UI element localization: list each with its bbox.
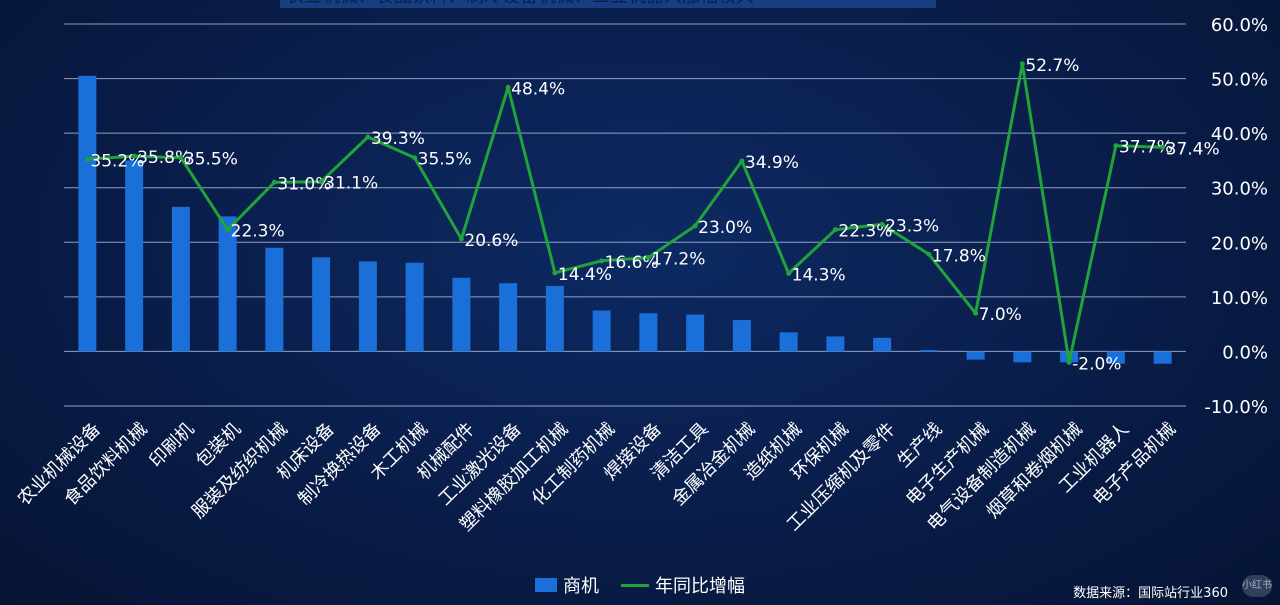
bar [779,332,798,352]
bar [358,261,377,352]
bar [218,216,237,352]
x-category-label: 印刷机 [145,419,198,472]
line-data-label: 52.7% [1025,56,1079,76]
line-point [458,236,464,242]
bar [826,336,845,352]
line-point [225,227,231,233]
bar [78,75,97,352]
line-point [926,251,932,257]
bar [639,313,658,352]
line-point [739,158,745,164]
line-point [786,270,792,276]
line-data-label: 14.4% [558,265,612,285]
line-point [552,270,558,276]
y-tick-label: 20.0% [1211,233,1268,254]
bar [686,314,705,352]
watermark-badge: 小红书 [1242,575,1272,597]
line-data-label: 22.3% [231,222,285,242]
y-tick-label: 0.0% [1222,342,1268,363]
line-point [505,84,511,90]
bar [873,337,892,352]
bar [545,285,564,352]
line-data-label: 17.2% [651,250,705,270]
bar [919,350,938,352]
line-data-label: 35.5% [184,150,238,170]
y-tick-label: -10.0% [1204,397,1268,418]
bar [592,310,611,352]
line-point [1019,61,1025,67]
line-data-label: 22.3% [838,222,892,242]
line-point [84,156,90,162]
line-data-label: 37.4% [1166,139,1220,159]
line-point [412,155,418,161]
growth-line [87,62,1163,364]
line-point [645,255,651,261]
bar [732,320,751,352]
legend-line-swatch [621,583,649,587]
line-point [692,223,698,229]
line-point [131,153,137,159]
legend-bar-swatch [535,578,557,592]
line-data-label: 16.6% [605,253,659,273]
line-data-label: 17.8% [932,246,986,266]
y-tick-label: 60.0% [1211,15,1268,36]
line-data-label: 31.0% [277,174,331,194]
line-data-label: 48.4% [511,79,565,99]
bar [125,160,144,352]
line-point [271,179,277,185]
line-data-label: 14.3% [792,265,846,285]
line-point [1113,143,1119,149]
chart-title: 农业机械、食品饮料、制冷设备机械、工业机器人涨幅较大 [280,0,936,8]
line-point [1160,144,1166,150]
bar [265,247,284,352]
y-tick-label: 10.0% [1211,288,1268,309]
line-data-label: 34.9% [745,153,799,173]
bar [499,283,518,352]
bar [405,262,424,352]
line-data-label: 20.6% [464,231,518,251]
line-data-label: 39.3% [371,129,425,149]
line-data-label: 35.8% [137,148,191,168]
bar [452,277,471,352]
line-point [973,310,979,316]
line-point [599,258,605,264]
legend: 商机 年同比增幅 [535,572,759,598]
line-data-label: 23.0% [698,218,752,238]
bar [966,351,985,360]
bar [1013,351,1032,363]
line-point [318,179,324,185]
bar [1106,351,1125,364]
line-data-label: 37.7% [1119,138,1173,158]
y-tick-label: 30.0% [1211,179,1268,200]
legend-item-line[interactable]: 年同比增幅 [621,572,745,598]
line-point [1066,359,1072,365]
line-point [832,227,838,233]
line-data-label: 35.2% [90,151,144,171]
data-source: 数据来源：国际站行业360 [1073,586,1228,601]
line-point [879,221,885,227]
y-tick-label: 50.0% [1211,70,1268,91]
line-data-label: 23.3% [885,216,939,236]
bar [1153,351,1172,364]
line-data-label: 31.1% [324,174,378,194]
legend-item-bar[interactable]: 商机 [535,572,599,598]
line-data-label: 7.0% [979,305,1022,325]
line-point [178,155,184,161]
line-data-label: -2.0% [1072,354,1121,374]
legend-bar-label: 商机 [563,576,599,597]
line-point [365,134,371,140]
y-tick-label: 40.0% [1211,124,1268,145]
legend-line-label: 年同比增幅 [655,576,745,597]
bar [312,257,331,352]
bar [171,206,190,352]
line-data-label: 35.5% [418,150,472,170]
